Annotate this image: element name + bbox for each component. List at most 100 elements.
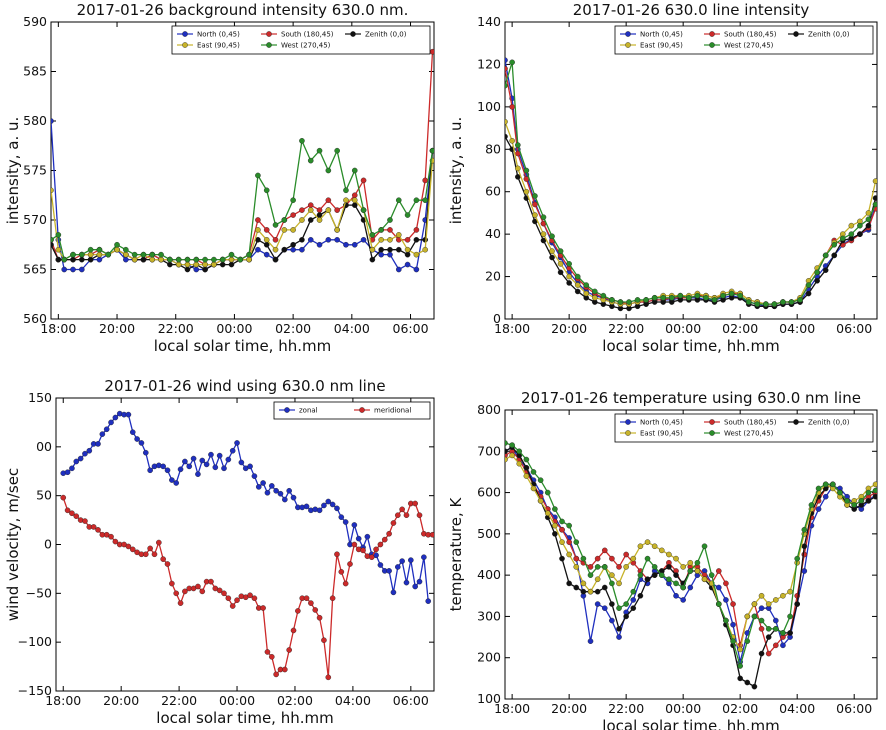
legend-marker (709, 42, 715, 48)
legend-label: Zenith (0,0) (808, 31, 850, 39)
y-axis-label: temperature, K (447, 497, 465, 612)
data-point (737, 646, 743, 653)
y-tick-label: 80 (485, 141, 501, 156)
data-point (616, 564, 622, 570)
series-zonal (60, 410, 432, 604)
data-point (395, 266, 402, 273)
data-point (626, 299, 632, 305)
data-point (677, 292, 684, 299)
data-point (403, 512, 410, 518)
data-point (334, 551, 340, 558)
x-tick-label: 20:00 (103, 693, 139, 708)
data-point (228, 256, 235, 263)
data-point (532, 193, 538, 199)
data-point (573, 584, 580, 591)
data-point (765, 634, 772, 640)
data-point (160, 556, 166, 562)
data-point (251, 473, 258, 479)
data-point (343, 241, 349, 248)
data-point (509, 59, 515, 66)
data-point (658, 547, 665, 554)
data-point (308, 600, 314, 606)
data-point (234, 440, 240, 446)
data-point (387, 246, 393, 253)
data-point (55, 246, 62, 253)
data-point (623, 564, 629, 570)
data-point (156, 539, 162, 546)
data-point (399, 558, 405, 564)
data-point (399, 506, 405, 513)
data-point (151, 551, 158, 558)
data-point (801, 526, 808, 533)
y-tick-label: 20 (485, 269, 501, 284)
data-point (260, 480, 266, 486)
data-point (216, 452, 223, 459)
chart-title: 2017-01-26 630.0 line intensity (573, 1, 810, 19)
data-point (273, 671, 279, 678)
data-point (219, 256, 226, 263)
data-point (839, 235, 846, 242)
data-point (540, 231, 547, 237)
data-point (186, 463, 193, 470)
data-point (801, 543, 808, 550)
x-tick-label: 04:00 (779, 701, 815, 716)
data-point (523, 473, 530, 479)
data-point (394, 512, 401, 518)
data-point (69, 510, 75, 517)
data-point (268, 654, 275, 660)
data-point (334, 505, 340, 512)
data-point (609, 555, 615, 562)
data-point (758, 626, 765, 632)
legend-label: South (180,45) (724, 31, 777, 39)
data-point (773, 642, 779, 649)
data-point (544, 489, 551, 496)
data-point (140, 251, 147, 258)
data-point (814, 269, 820, 276)
data-point (780, 642, 786, 649)
data-point (360, 177, 367, 184)
data-point (634, 297, 641, 303)
data-point (387, 227, 393, 233)
data-point (112, 414, 119, 421)
x-tick-label: 06:00 (836, 701, 872, 716)
data-point (848, 231, 855, 237)
y-tick-label: 40 (485, 226, 501, 241)
data-point (229, 447, 236, 454)
data-point (140, 256, 147, 263)
data-point (630, 555, 637, 562)
data-point (325, 207, 332, 213)
data-point (237, 256, 244, 263)
data-point (523, 456, 530, 463)
legend-marker (709, 419, 715, 425)
data-point (255, 484, 262, 490)
data-point (199, 588, 206, 595)
data-point (673, 592, 679, 599)
series-west (51, 137, 434, 263)
y-tick-label: 00 (36, 439, 52, 454)
y-tick-label: 400 (477, 567, 501, 582)
data-point (413, 251, 420, 258)
data-point (381, 536, 388, 543)
data-point (594, 601, 601, 607)
data-point (594, 555, 601, 562)
data-point (263, 241, 270, 248)
data-point (780, 299, 786, 305)
data-point (108, 533, 114, 540)
data-point (51, 241, 54, 248)
data-point (580, 580, 587, 587)
data-point (164, 561, 171, 567)
data-point (378, 251, 384, 258)
data-point (694, 559, 701, 566)
data-point (263, 251, 270, 258)
x-tick-label: 22:00 (158, 321, 194, 336)
data-point (173, 480, 180, 486)
y-tick-label: 0 (44, 537, 52, 552)
data-point (351, 541, 358, 548)
data-point (758, 617, 765, 624)
y-tick-label: 140 (477, 14, 501, 29)
data-point (668, 294, 675, 301)
data-point (630, 588, 637, 595)
data-point (594, 588, 601, 595)
data-point (87, 256, 94, 263)
data-point (537, 498, 544, 504)
